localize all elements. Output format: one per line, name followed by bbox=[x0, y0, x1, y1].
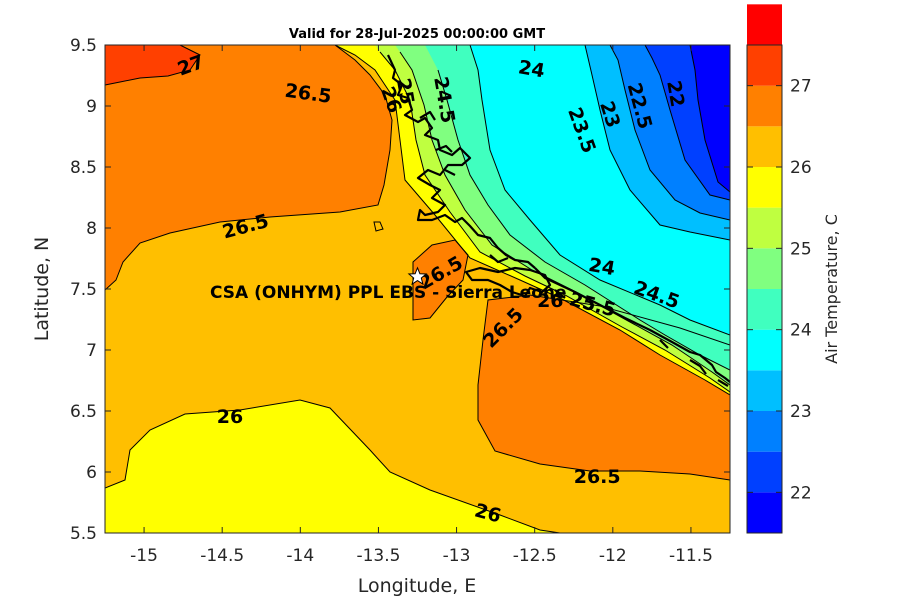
y-tick-label: 6.5 bbox=[70, 402, 97, 422]
y-axis-label: Latitude, N bbox=[31, 237, 53, 342]
y-axis-ticks: 9.5 9 8.5 8 7.5 7 6.5 6 5.5 bbox=[70, 36, 730, 544]
colorbar-band bbox=[747, 370, 782, 411]
colorbar-band bbox=[747, 207, 782, 249]
colorbar-ticks: 27 26 25 24 23 22 bbox=[747, 77, 812, 503]
colorbar-band bbox=[747, 45, 782, 86]
site-marker bbox=[407, 266, 428, 286]
colorbar-tick-label: 22 bbox=[790, 483, 812, 503]
coastline-north bbox=[387, 54, 536, 269]
colorbar-band bbox=[747, 289, 782, 330]
y-tick-label: 8.5 bbox=[70, 158, 97, 178]
y-tick-label: 9.5 bbox=[70, 36, 97, 56]
colorbar-band bbox=[747, 4, 782, 46]
isoline-23 bbox=[609, 45, 730, 221]
x-tick-label: -12.5 bbox=[513, 546, 557, 566]
colorbar-band bbox=[747, 329, 782, 371]
x-tick-label: -11.5 bbox=[669, 546, 713, 566]
y-tick-label: 9 bbox=[86, 97, 97, 117]
colorbar-tick-label: 27 bbox=[790, 77, 812, 97]
colorbar-frame bbox=[746, 44, 783, 534]
isoline-islet bbox=[373, 221, 384, 232]
contour-label: 24 bbox=[517, 56, 547, 82]
isoline-26-5-northwest bbox=[105, 45, 393, 291]
colorbar bbox=[747, 4, 782, 533]
colorbar-tick-label: 24 bbox=[790, 321, 812, 341]
colorbar-band bbox=[747, 85, 782, 127]
coastline-creeks bbox=[419, 110, 729, 387]
contour-label: 24 bbox=[587, 254, 617, 280]
x-axis-ticks: -15 -14.5 -14 -13.5 -13 -12.5 -12 -11.5 bbox=[130, 45, 713, 566]
colorbar-band bbox=[747, 492, 782, 533]
isoline-24 bbox=[469, 45, 730, 336]
y-tick-label: 8 bbox=[86, 219, 97, 239]
isoline-23-5 bbox=[584, 45, 730, 241]
contour-fill bbox=[105, 45, 730, 533]
contour-label: 22 bbox=[662, 79, 688, 109]
isoline-26-5-blob bbox=[412, 239, 469, 321]
x-tick-label: -13 bbox=[443, 546, 471, 566]
isoline-26 bbox=[334, 45, 730, 396]
map-title: Valid for 28-Jul-2025 00:00:00 GMT bbox=[289, 27, 545, 42]
x-tick-label: -14.5 bbox=[200, 546, 244, 566]
x-tick-label: -15 bbox=[130, 546, 158, 566]
band-25-5-southwest bbox=[105, 400, 560, 533]
contour-label: 26 bbox=[217, 406, 243, 428]
colorbar-tick-label: 25 bbox=[790, 239, 812, 259]
colorbar-band bbox=[747, 248, 782, 289]
colorbar-band bbox=[747, 411, 782, 452]
y-tick-label: 6 bbox=[86, 463, 97, 483]
isoline-26-southwest bbox=[105, 399, 561, 533]
coastline-peninsula bbox=[464, 266, 552, 298]
coastline bbox=[387, 54, 730, 387]
colorbar-tick-label: 26 bbox=[790, 158, 812, 178]
contour-label: 26 bbox=[537, 290, 563, 312]
coastline-south bbox=[534, 267, 730, 383]
isoline-25 bbox=[399, 51, 730, 386]
isoline-22-5 bbox=[644, 45, 730, 201]
band-26-5-blob bbox=[413, 240, 468, 320]
x-tick-label: -12 bbox=[599, 546, 627, 566]
isoline-25-5 bbox=[379, 51, 730, 393]
y-tick-label: 5.5 bbox=[70, 524, 97, 544]
band-26-5-northwest bbox=[105, 45, 392, 290]
colorbar-label: Air Temperature, C bbox=[822, 214, 841, 364]
contour-label: 25 bbox=[392, 76, 418, 106]
x-tick-label: -13.5 bbox=[356, 546, 400, 566]
site-star-icon bbox=[407, 266, 428, 286]
colorbar-band bbox=[747, 167, 782, 208]
isoline-27 bbox=[105, 45, 201, 86]
x-tick-label: -14 bbox=[286, 546, 314, 566]
colorbar-tick-label: 23 bbox=[790, 402, 812, 422]
contour-label: 26.5 bbox=[574, 466, 621, 488]
contour-lines bbox=[105, 45, 730, 533]
band-21-5 bbox=[690, 45, 730, 192]
band-27 bbox=[105, 45, 200, 85]
y-tick-label: 7 bbox=[86, 341, 97, 361]
isoline-24-5 bbox=[437, 69, 730, 371]
site-label: CSA (ONHYM) PPL EBS - Sierra Leone bbox=[210, 283, 567, 303]
colorbar-band bbox=[747, 126, 782, 167]
x-axis-label: Longitude, E bbox=[358, 575, 477, 597]
isoline-26-5-southeast bbox=[477, 294, 730, 481]
colorbar-band bbox=[747, 451, 782, 493]
y-tick-label: 7.5 bbox=[70, 280, 97, 300]
isoline-22 bbox=[689, 45, 730, 193]
